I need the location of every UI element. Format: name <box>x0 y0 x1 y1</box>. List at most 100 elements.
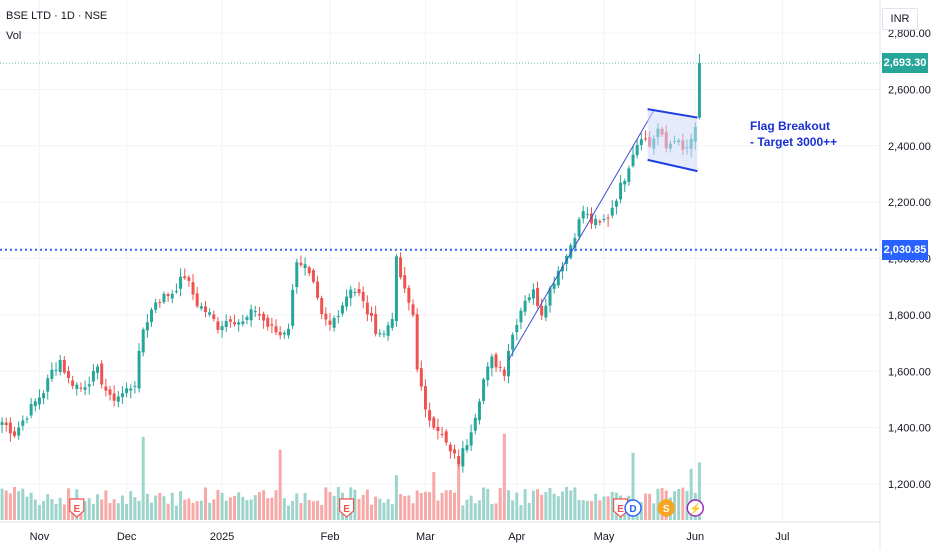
price-tick-label[interactable]: 2,400.00 <box>888 141 931 153</box>
currency-button[interactable]: INR <box>882 8 918 30</box>
candle <box>208 312 212 315</box>
candle <box>174 290 178 292</box>
candle <box>374 314 378 334</box>
candle <box>324 313 328 320</box>
volume-bar <box>42 501 46 520</box>
earnings-marker-symbol: E <box>343 504 350 515</box>
trendline[interactable] <box>508 110 655 361</box>
time-tick-label[interactable]: Mar <box>416 531 435 543</box>
candle <box>224 321 228 328</box>
price-tick-label[interactable]: 2,200.00 <box>888 197 931 209</box>
volume-bar <box>91 503 95 520</box>
volume-bar <box>486 488 490 520</box>
earnings-marker[interactable] <box>612 498 629 518</box>
volume-bar <box>187 498 191 520</box>
volume-bar <box>577 500 581 520</box>
flag-lower-line[interactable] <box>647 158 698 173</box>
candle <box>697 63 701 118</box>
candle <box>125 388 129 394</box>
volume-bar <box>428 492 432 520</box>
candle <box>212 314 216 319</box>
volume-bar <box>311 501 315 520</box>
volume-bar <box>150 502 154 520</box>
volume-bar <box>444 490 448 520</box>
time-tick-label[interactable]: Dec <box>117 531 137 543</box>
time-tick-label[interactable]: May <box>594 531 615 543</box>
candle <box>286 328 290 336</box>
candle <box>349 289 353 299</box>
candle <box>399 257 403 278</box>
candle <box>440 433 444 435</box>
candle <box>158 302 162 304</box>
candle <box>50 369 54 379</box>
volume-bar <box>436 500 440 520</box>
split-marker-symbol: S <box>663 504 670 515</box>
flag-upper-line[interactable] <box>647 108 698 119</box>
candle <box>216 321 220 330</box>
volume-bar <box>183 499 187 520</box>
candle <box>548 288 552 306</box>
price-tick-label[interactable]: 2,800.00 <box>888 28 931 40</box>
candle <box>42 393 46 399</box>
volume-bar <box>233 496 237 520</box>
candle <box>241 321 245 325</box>
volume-bar <box>249 499 253 520</box>
volume-bar <box>295 493 299 520</box>
time-tick-label[interactable]: Apr <box>508 531 525 543</box>
volume-bar <box>174 505 178 520</box>
candles <box>0 53 701 473</box>
volume-bar <box>286 505 290 520</box>
candle <box>66 371 70 378</box>
candle <box>83 387 87 390</box>
drawings[interactable]: Flag Breakout - Target 3000++ <box>0 62 880 361</box>
volume-bar <box>46 494 50 520</box>
volume-bar <box>477 500 481 520</box>
candle <box>0 422 4 425</box>
candle <box>403 275 407 289</box>
candle <box>415 314 419 370</box>
split-marker[interactable] <box>657 499 675 517</box>
candle <box>469 432 473 446</box>
earnings-marker[interactable] <box>69 498 85 518</box>
volume-bar <box>266 498 270 520</box>
volume-bar <box>257 492 261 520</box>
volume-bar <box>560 491 564 520</box>
candle <box>523 300 527 312</box>
volume-bar <box>241 496 245 520</box>
volume-bar <box>419 492 423 520</box>
time-tick-label[interactable]: Jul <box>775 531 789 543</box>
time-tick-label[interactable]: Feb <box>321 531 340 543</box>
candle <box>573 238 577 249</box>
volume-legend-label[interactable]: Vol <box>6 30 22 42</box>
price-tick-label[interactable]: 1,200.00 <box>888 479 931 491</box>
volume-bar <box>502 433 506 520</box>
event-markers[interactable]: E E E D S ⚡ <box>69 498 704 518</box>
volume-bar <box>378 498 382 520</box>
volume-bar <box>536 489 540 520</box>
volume-bar <box>403 495 407 520</box>
price-tick-label[interactable]: 1,400.00 <box>888 423 931 435</box>
price-tick-label[interactable]: 2,600.00 <box>888 84 931 96</box>
symbol-title[interactable]: BSE LTD · 1D · NSE <box>6 10 108 22</box>
annotation-line-2[interactable]: - Target 3000++ <box>750 135 837 149</box>
price-tick-label[interactable]: 1,800.00 <box>888 310 931 322</box>
volume-bar <box>58 497 62 520</box>
price-tick-label[interactable]: 1,600.00 <box>888 366 931 378</box>
annotation-line-1[interactable]: Flag Breakout <box>750 119 830 133</box>
candle <box>407 287 411 303</box>
candle <box>320 298 324 315</box>
dividend-marker[interactable] <box>624 499 642 517</box>
flag-channel-fill <box>647 109 698 172</box>
time-tick-label[interactable]: Nov <box>30 531 50 543</box>
volume-bar <box>519 505 523 520</box>
time-tick-label[interactable]: 2025 <box>210 531 234 543</box>
event-marker[interactable] <box>686 499 704 517</box>
horizontal-line-price-tag: 2,030.85 <box>882 239 928 260</box>
time-tick-label[interactable]: Jun <box>686 531 704 543</box>
earnings-marker[interactable] <box>339 498 355 518</box>
candle <box>87 384 91 387</box>
candle <box>419 368 423 387</box>
